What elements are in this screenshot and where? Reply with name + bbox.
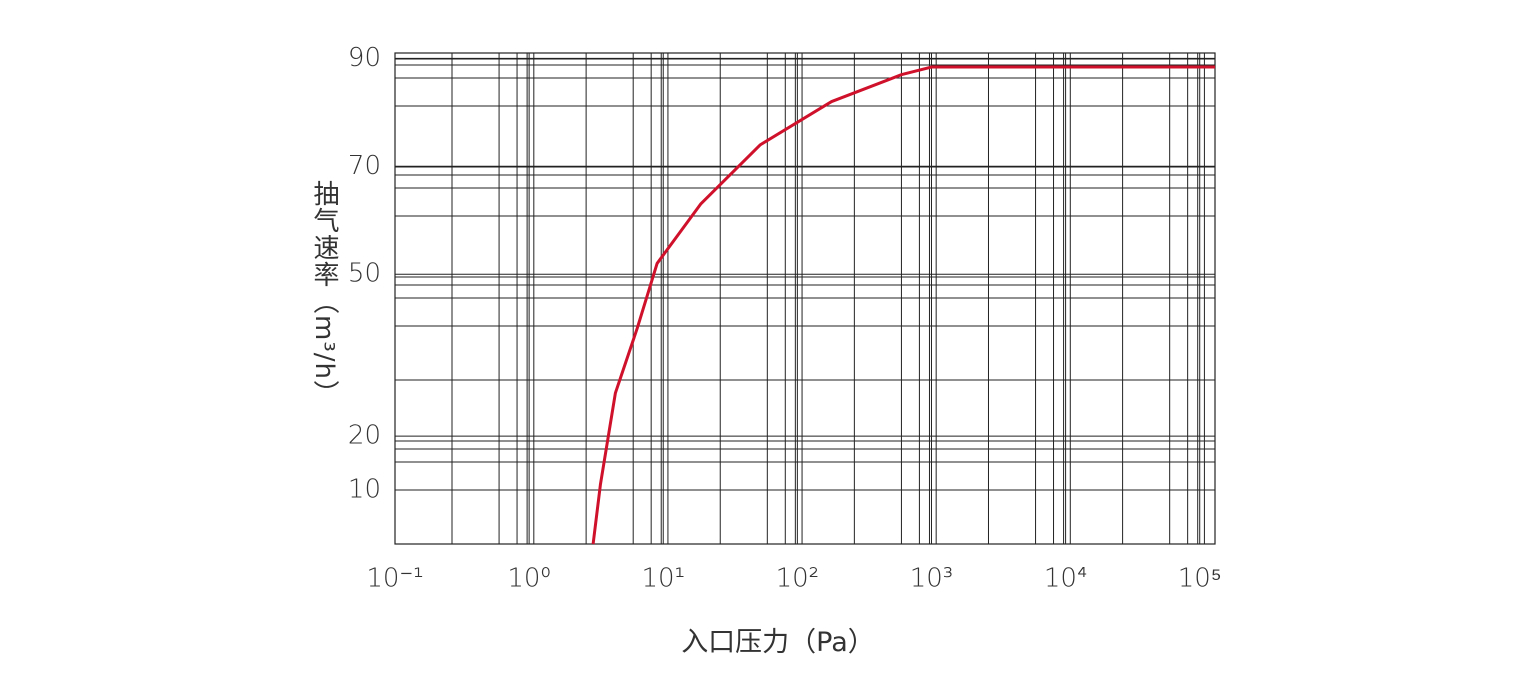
x-tick-label: 10⁴: [1044, 564, 1088, 594]
x-tick-label: 10¹: [641, 564, 685, 594]
y-tick-label: 90: [348, 43, 381, 73]
y-tick-label: 10: [348, 475, 381, 505]
x-tick-label: 10³: [910, 564, 954, 594]
x-tick-label: 10⁰: [507, 564, 551, 594]
x-tick-label: 10⁻¹: [366, 564, 423, 594]
x-tick-label: 10²: [776, 564, 820, 594]
x-axis-label: 入口压力（Pa）: [681, 627, 875, 658]
y-axis-label: 抽气速率（m³/h）: [309, 180, 339, 407]
y-tick-label: 50: [348, 259, 381, 289]
line-series: [591, 65, 1215, 545]
x-tick-label: 10⁵: [1178, 564, 1222, 594]
y-tick-label: 20: [348, 421, 381, 451]
y-tick-label: 70: [348, 151, 381, 181]
